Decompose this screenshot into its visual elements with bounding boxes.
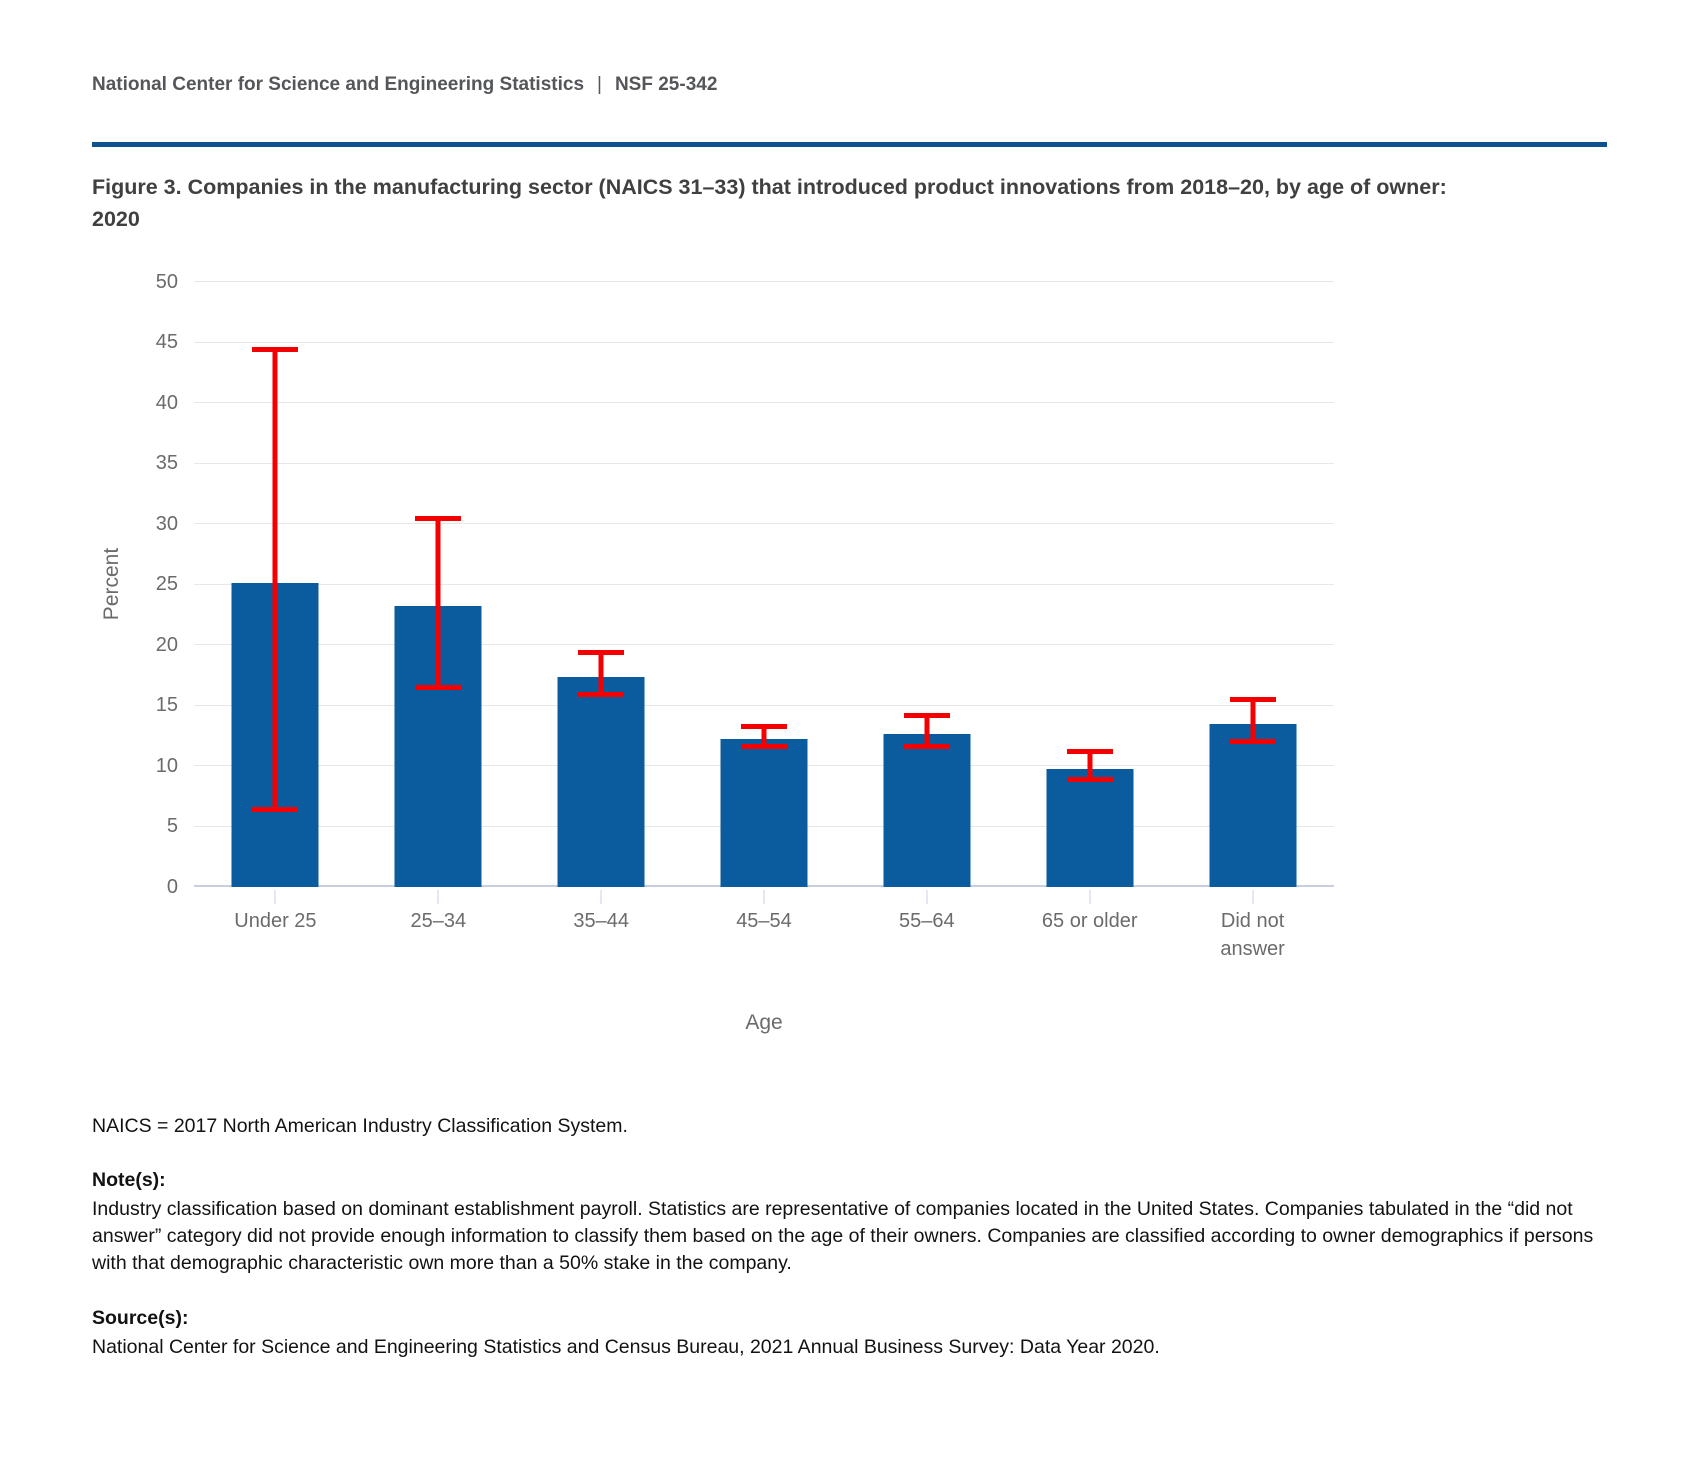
y-tick-label: 50 bbox=[155, 270, 178, 293]
notes-body: Industry classification based on dominan… bbox=[92, 1198, 1594, 1275]
figure-title: Figure 3. Companies in the manufacturing… bbox=[92, 171, 1607, 236]
x-category-label: 45–54 bbox=[683, 907, 846, 963]
error-bar-cap-lower bbox=[1066, 776, 1113, 782]
error-bar-stem bbox=[761, 726, 767, 747]
x-category-label-text: 25–34 bbox=[410, 909, 467, 932]
footnotes: NAICS = 2017 North American Industry Cla… bbox=[92, 1113, 1607, 1361]
error-bar-stem bbox=[435, 518, 441, 687]
error-bar-stem bbox=[1087, 752, 1093, 779]
y-tick-label: 10 bbox=[155, 754, 178, 777]
y-axis-title-text: Percent bbox=[100, 547, 123, 621]
bar bbox=[883, 734, 971, 887]
x-axis-tick bbox=[1089, 889, 1091, 904]
gridline bbox=[194, 462, 1334, 464]
error-bar-cap-upper bbox=[903, 712, 950, 718]
error-bar-cap-lower bbox=[415, 684, 462, 690]
bar bbox=[1209, 724, 1297, 887]
x-category-label-text: Did not answer bbox=[1220, 909, 1285, 960]
gridline bbox=[194, 281, 1334, 282]
header-org-name: National Center for Science and Engineer… bbox=[92, 74, 585, 95]
error-bar-stem bbox=[598, 653, 604, 695]
y-tick-label: 30 bbox=[155, 512, 178, 535]
gridline bbox=[194, 341, 1334, 343]
y-tick-label: 15 bbox=[155, 694, 178, 716]
bar-chart: Percent 0 5 10 15 20 25 30 35 40 45 50 Under 25 25–… bbox=[92, 271, 1607, 1035]
figure-title-line1: Figure 3. Companies in the manufacturing… bbox=[92, 175, 1447, 199]
x-category-label: 35–44 bbox=[520, 907, 683, 963]
bar bbox=[720, 738, 808, 887]
x-category-label-text: 55–64 bbox=[899, 909, 955, 932]
error-bar-stem bbox=[272, 350, 278, 810]
x-axis-category-labels: Under 25 25–34 35–44 45–54 55–64 65 or older D… bbox=[194, 907, 1334, 963]
plot-row: Percent 0 5 10 15 20 25 30 35 40 45 50 bbox=[92, 271, 1607, 904]
source-body: National Center for Science and Engineer… bbox=[92, 1335, 1160, 1358]
bar bbox=[1046, 769, 1134, 887]
report-header: National Center for Science and Engineer… bbox=[92, 74, 1607, 96]
plot-area bbox=[194, 281, 1334, 904]
figure-title-line2: 2020 bbox=[92, 207, 140, 232]
x-category-label: Under 25 bbox=[194, 907, 357, 963]
error-bar-cap-upper bbox=[252, 347, 299, 353]
error-bar-cap-lower bbox=[1229, 739, 1276, 745]
y-tick-label: 20 bbox=[155, 633, 178, 656]
error-bar-stem bbox=[924, 715, 930, 747]
error-bar-cap-upper bbox=[1229, 697, 1276, 703]
x-axis-tick bbox=[437, 889, 439, 904]
header-separator: | bbox=[597, 74, 602, 95]
x-axis-tick bbox=[600, 889, 602, 904]
source-heading: Source(s): bbox=[92, 1307, 189, 1330]
y-tick-label: 35 bbox=[155, 452, 178, 474]
x-axis-tick bbox=[763, 889, 765, 904]
error-bar-cap-upper bbox=[741, 723, 787, 729]
error-bar-cap-lower bbox=[252, 807, 299, 813]
x-category-label: 25–34 bbox=[357, 907, 520, 963]
y-axis-tick-labels: 0 5 10 15 20 25 30 35 40 45 50 bbox=[132, 271, 194, 898]
error-bar-cap-upper bbox=[1066, 749, 1113, 755]
title-divider-rule bbox=[92, 142, 1607, 147]
bar bbox=[557, 677, 645, 887]
x-axis-tick bbox=[926, 889, 928, 904]
error-bar-cap-lower bbox=[903, 744, 950, 750]
gridline bbox=[194, 644, 1334, 645]
y-tick-label: 40 bbox=[155, 391, 178, 414]
x-axis-tick bbox=[1252, 889, 1254, 904]
x-category-label: Did not answer bbox=[1171, 907, 1334, 963]
x-axis-title: Age bbox=[745, 1010, 783, 1034]
gridline bbox=[194, 583, 1334, 585]
x-category-label-text: 65 or older bbox=[1041, 909, 1138, 932]
x-axis-tick bbox=[274, 889, 276, 904]
notes-heading: Note(s): bbox=[92, 1169, 166, 1192]
header-report-id: NSF 25-342 bbox=[614, 74, 718, 95]
y-axis-title: Percent bbox=[92, 282, 132, 887]
y-tick-label: 0 bbox=[166, 875, 178, 898]
gridline bbox=[194, 704, 1334, 706]
x-category-label-text: 45–54 bbox=[736, 909, 792, 932]
x-category-label-text: Under 25 bbox=[234, 909, 317, 932]
y-tick-label: 25 bbox=[155, 573, 178, 595]
y-tick-label: 5 bbox=[166, 815, 178, 837]
error-bar-cap-upper bbox=[578, 649, 625, 655]
gridline bbox=[194, 402, 1334, 403]
x-category-label: 65 or older bbox=[1008, 907, 1171, 963]
error-bar-cap-upper bbox=[415, 515, 462, 521]
gridline bbox=[194, 523, 1334, 524]
error-bar-cap-lower bbox=[578, 692, 625, 698]
y-tick-label: 45 bbox=[155, 331, 178, 353]
naics-definition: NAICS = 2017 North American Industry Cla… bbox=[92, 1114, 628, 1137]
x-category-label: 55–64 bbox=[845, 907, 1008, 963]
error-bar-stem bbox=[1250, 700, 1256, 742]
x-category-label-text: 35–44 bbox=[573, 909, 629, 932]
error-bar-cap-lower bbox=[741, 744, 787, 750]
